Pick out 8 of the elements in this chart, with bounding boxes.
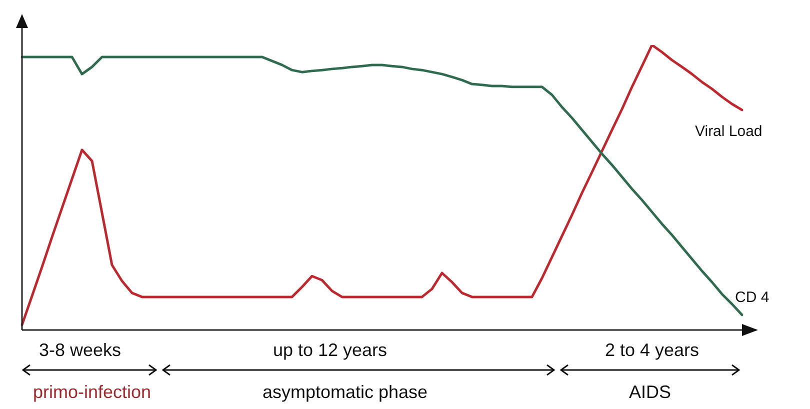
series-label: CD 4 — [735, 289, 770, 306]
series-label: Viral Load — [695, 123, 762, 140]
text: up to 12 years — [272, 340, 388, 361]
text: asymptomatic phase — [262, 382, 428, 403]
text: 2 to 4 years — [604, 340, 700, 361]
text: primo-infection — [32, 382, 152, 403]
text: 3-8 weeks — [38, 340, 122, 361]
text: AIDS — [628, 382, 672, 403]
